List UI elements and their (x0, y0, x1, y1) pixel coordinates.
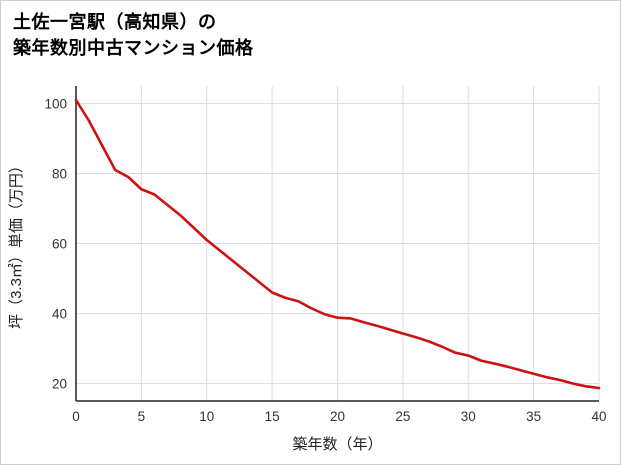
x-tick-label: 20 (330, 409, 345, 424)
x-tick-label: 35 (526, 409, 541, 424)
x-tick-label: 15 (265, 409, 280, 424)
axes (75, 86, 599, 402)
x-tick-label: 10 (199, 409, 214, 424)
x-tick-label: 0 (72, 409, 80, 424)
x-tick-label: 40 (591, 409, 606, 424)
chart-title-line2: 築年数別中古マンション価格 (13, 38, 254, 59)
y-tick-label: 20 (52, 377, 67, 392)
price-line (74, 98, 601, 390)
x-tick-label: 5 (138, 409, 146, 424)
y-tick-label: 80 (52, 167, 67, 182)
chart-title: 土佐一宮駅（高知県）の 築年数別中古マンション価格 (13, 9, 254, 61)
chart-title-line1: 土佐一宮駅（高知県）の (13, 12, 217, 32)
y-tick-label: 40 (52, 307, 67, 322)
y-axis-title: 坪（3.3㎡）単価（万円） (8, 158, 25, 329)
y-tick-label: 100 (44, 97, 67, 112)
x-axis-title: 築年数（年） (292, 435, 382, 453)
y-tick-label: 60 (52, 237, 67, 252)
gridlines (76, 86, 600, 401)
tick-labels: 0 5 10 15 20 25 30 35 40 20 40 60 80 100 (44, 97, 606, 425)
x-tick-label: 25 (395, 409, 410, 424)
x-tick-label: 30 (461, 409, 476, 424)
